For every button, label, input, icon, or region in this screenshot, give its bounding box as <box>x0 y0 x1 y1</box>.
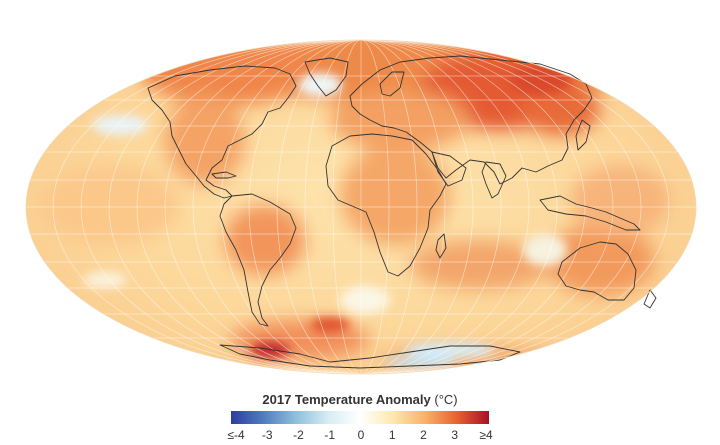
legend-tick-label: 2 <box>420 428 427 442</box>
madagascar-outline <box>435 233 447 259</box>
australia-outline <box>557 241 637 301</box>
scandinavia-outline <box>379 71 405 97</box>
legend-title: 2017 Temperature Anomaly (°C) <box>0 392 720 407</box>
legend-tick-label: ≥4 <box>479 428 493 442</box>
caribbean-outline <box>211 171 237 179</box>
north-america-outline <box>147 65 297 199</box>
legend-tick-label: 0 <box>357 428 365 442</box>
greenland-outline <box>304 57 349 97</box>
legend-tick-label: 1 <box>388 428 396 442</box>
legend-tick-label: -3 <box>261 428 273 442</box>
southeast-asia-outline <box>539 195 641 231</box>
legend-title-text: 2017 Temperature Anomaly <box>262 392 431 407</box>
new-zealand-outline <box>643 289 657 309</box>
antarctica-outline <box>219 344 521 369</box>
graticule <box>26 40 696 374</box>
india-outline <box>481 161 507 199</box>
temperature-anomaly-map <box>25 39 697 375</box>
legend-tick-label: -1 <box>324 428 336 442</box>
eurasia-outline <box>349 55 593 185</box>
arabia-outline <box>431 151 467 187</box>
coastlines <box>147 55 657 369</box>
color-scale-bar <box>231 411 489 424</box>
south-america-outline <box>219 193 297 327</box>
legend-unit: (°C) <box>434 392 458 407</box>
anomaly-field <box>26 40 696 374</box>
legend-tick-label: ≤-4 <box>227 428 245 442</box>
japan-outline <box>575 119 591 151</box>
africa-outline <box>325 133 447 277</box>
map-border <box>25 39 697 375</box>
legend-tick-label: -2 <box>293 428 304 442</box>
legend-tick-label: 3 <box>451 428 459 442</box>
